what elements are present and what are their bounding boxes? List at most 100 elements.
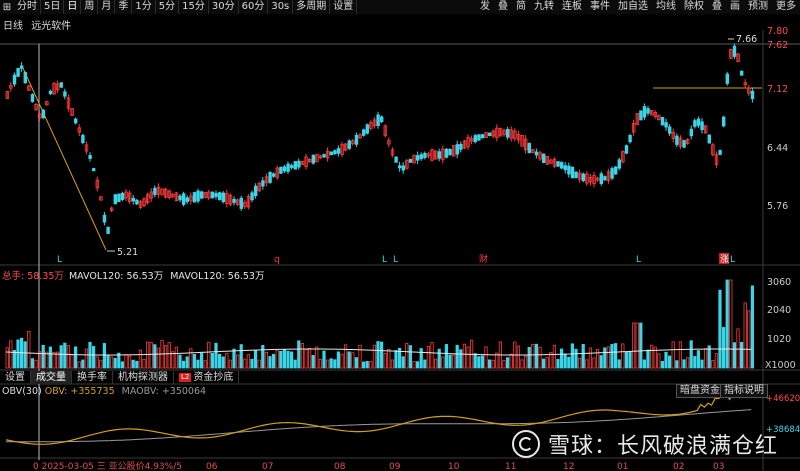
- volume-bar: [704, 348, 708, 369]
- tool-6[interactable]: 加自选: [618, 1, 648, 12]
- tool-10[interactable]: 画: [730, 1, 740, 12]
- volume-bar: [365, 360, 369, 369]
- period-tab-11[interactable]: 30s: [268, 0, 294, 14]
- candle-body: [293, 161, 297, 170]
- period-tab-1[interactable]: 5日: [41, 0, 65, 14]
- period-tab-2[interactable]: 日: [64, 0, 82, 14]
- tab-settings[interactable]: 设置: [0, 371, 31, 384]
- tool-0[interactable]: 发: [480, 1, 490, 12]
- volume-bar: [531, 344, 535, 369]
- candle-body: [433, 150, 438, 160]
- volume-bar: [336, 351, 341, 369]
- volume-bar: [243, 358, 247, 369]
- period-tab-7[interactable]: 5分: [156, 0, 180, 14]
- tab-capital[interactable]: L2 资金抄底: [174, 371, 240, 384]
- volume-bar: [70, 354, 74, 369]
- period-tab-13[interactable]: 设置: [330, 0, 358, 14]
- volume-bar: [556, 359, 560, 369]
- period-tab-4[interactable]: 月: [98, 0, 116, 14]
- period-tab-9[interactable]: 30分: [209, 0, 239, 14]
- volume-bar: [621, 343, 625, 369]
- marker-l-4[interactable]: L: [636, 255, 641, 265]
- marker-l-1[interactable]: L: [57, 255, 62, 265]
- dark-capital-button[interactable]: 暗盘资金: [676, 384, 724, 398]
- period-tab-3[interactable]: 周: [81, 0, 99, 14]
- tab-institution[interactable]: 机构探测器: [113, 371, 174, 384]
- tool-4[interactable]: 连板: [562, 1, 582, 12]
- volume-bar: [77, 361, 81, 369]
- candle-body: [232, 198, 236, 203]
- period-tab-6[interactable]: 1分: [132, 0, 156, 14]
- candle-body: [581, 173, 585, 182]
- volume-bar: [145, 341, 150, 369]
- marker-limit-up[interactable]: 涨: [720, 254, 729, 265]
- period-tab-10[interactable]: 60分: [239, 0, 269, 14]
- tool-12[interactable]: 更多: [776, 1, 796, 12]
- volume-bar: [275, 349, 279, 369]
- candle-body: [268, 172, 272, 183]
- marker-l-2[interactable]: L: [382, 255, 387, 265]
- candle-body: [585, 173, 589, 184]
- price-tick-762: 7.62: [767, 40, 788, 51]
- candle-body: [354, 134, 359, 145]
- marker-l-5[interactable]: L: [730, 255, 735, 265]
- period-tab-8[interactable]: 15分: [179, 0, 209, 14]
- volume-bar: [729, 279, 733, 369]
- volume-bar: [394, 350, 398, 369]
- volume-bar: [110, 356, 114, 369]
- candle-body: [383, 125, 387, 137]
- tab-volume[interactable]: 成交量: [31, 371, 72, 384]
- candle-body: [646, 108, 650, 114]
- tool-2[interactable]: 简: [516, 1, 526, 12]
- volume-bar: [192, 354, 196, 369]
- volume-bar: [325, 359, 330, 369]
- candle-body: [437, 151, 441, 159]
- candle-body: [372, 119, 377, 127]
- volume-bar: [642, 359, 647, 369]
- period-tab-12[interactable]: 多周期: [293, 0, 331, 14]
- l2-badge: L2: [179, 372, 192, 382]
- indicator-help-button[interactable]: 指标说明: [720, 384, 768, 398]
- volume-bar: [333, 359, 337, 369]
- period-tab-0[interactable]: 分时: [14, 0, 41, 14]
- stock-name: 远光软件: [31, 21, 72, 32]
- tab-turnover[interactable]: 换手率: [72, 371, 113, 384]
- tool-7[interactable]: 均线: [656, 1, 676, 12]
- marker-report[interactable]: 财: [479, 253, 488, 265]
- candle-body: [325, 150, 330, 159]
- candle-body: [228, 194, 233, 205]
- obv-tick-top: +466204: [766, 394, 800, 404]
- candle-body: [477, 134, 481, 141]
- volume-bar: [462, 343, 467, 369]
- volume-bar: [74, 346, 78, 369]
- tool-8[interactable]: 除权: [684, 1, 704, 12]
- tool-9[interactable]: 叠: [712, 1, 722, 12]
- candle-body: [484, 132, 488, 138]
- tool-3[interactable]: 九转: [534, 1, 554, 12]
- volume-bar: [171, 351, 175, 369]
- volume-bar: [66, 345, 70, 369]
- obv-tick-bottom: +386843: [766, 425, 800, 435]
- candle-body: [38, 113, 42, 119]
- volume-bar: [527, 346, 531, 369]
- layout-icon[interactable]: ⊞: [2, 1, 12, 13]
- tool-11[interactable]: 预测: [748, 1, 768, 12]
- tool-5[interactable]: 事件: [590, 1, 610, 12]
- marker-l-3[interactable]: L: [393, 255, 398, 265]
- tool-1[interactable]: 叠: [498, 1, 508, 12]
- volume-legend: 总手: 58.35万 MAVOL120: 56.53万 MAVOL120: 56…: [2, 268, 264, 282]
- marker-q[interactable]: q: [274, 255, 280, 265]
- volume-bar: [300, 343, 305, 369]
- volume-bar: [632, 322, 636, 369]
- volume-bar: [99, 359, 103, 369]
- candle-body: [257, 182, 261, 192]
- volume-bar: [437, 348, 441, 369]
- period-tab-5[interactable]: 季: [115, 0, 133, 14]
- volume-bar: [686, 357, 690, 369]
- candle-body: [110, 207, 114, 212]
- volume-bar: [466, 346, 470, 369]
- candle-body: [174, 192, 179, 202]
- volume-bar: [610, 344, 614, 369]
- volume-bar: [560, 348, 564, 369]
